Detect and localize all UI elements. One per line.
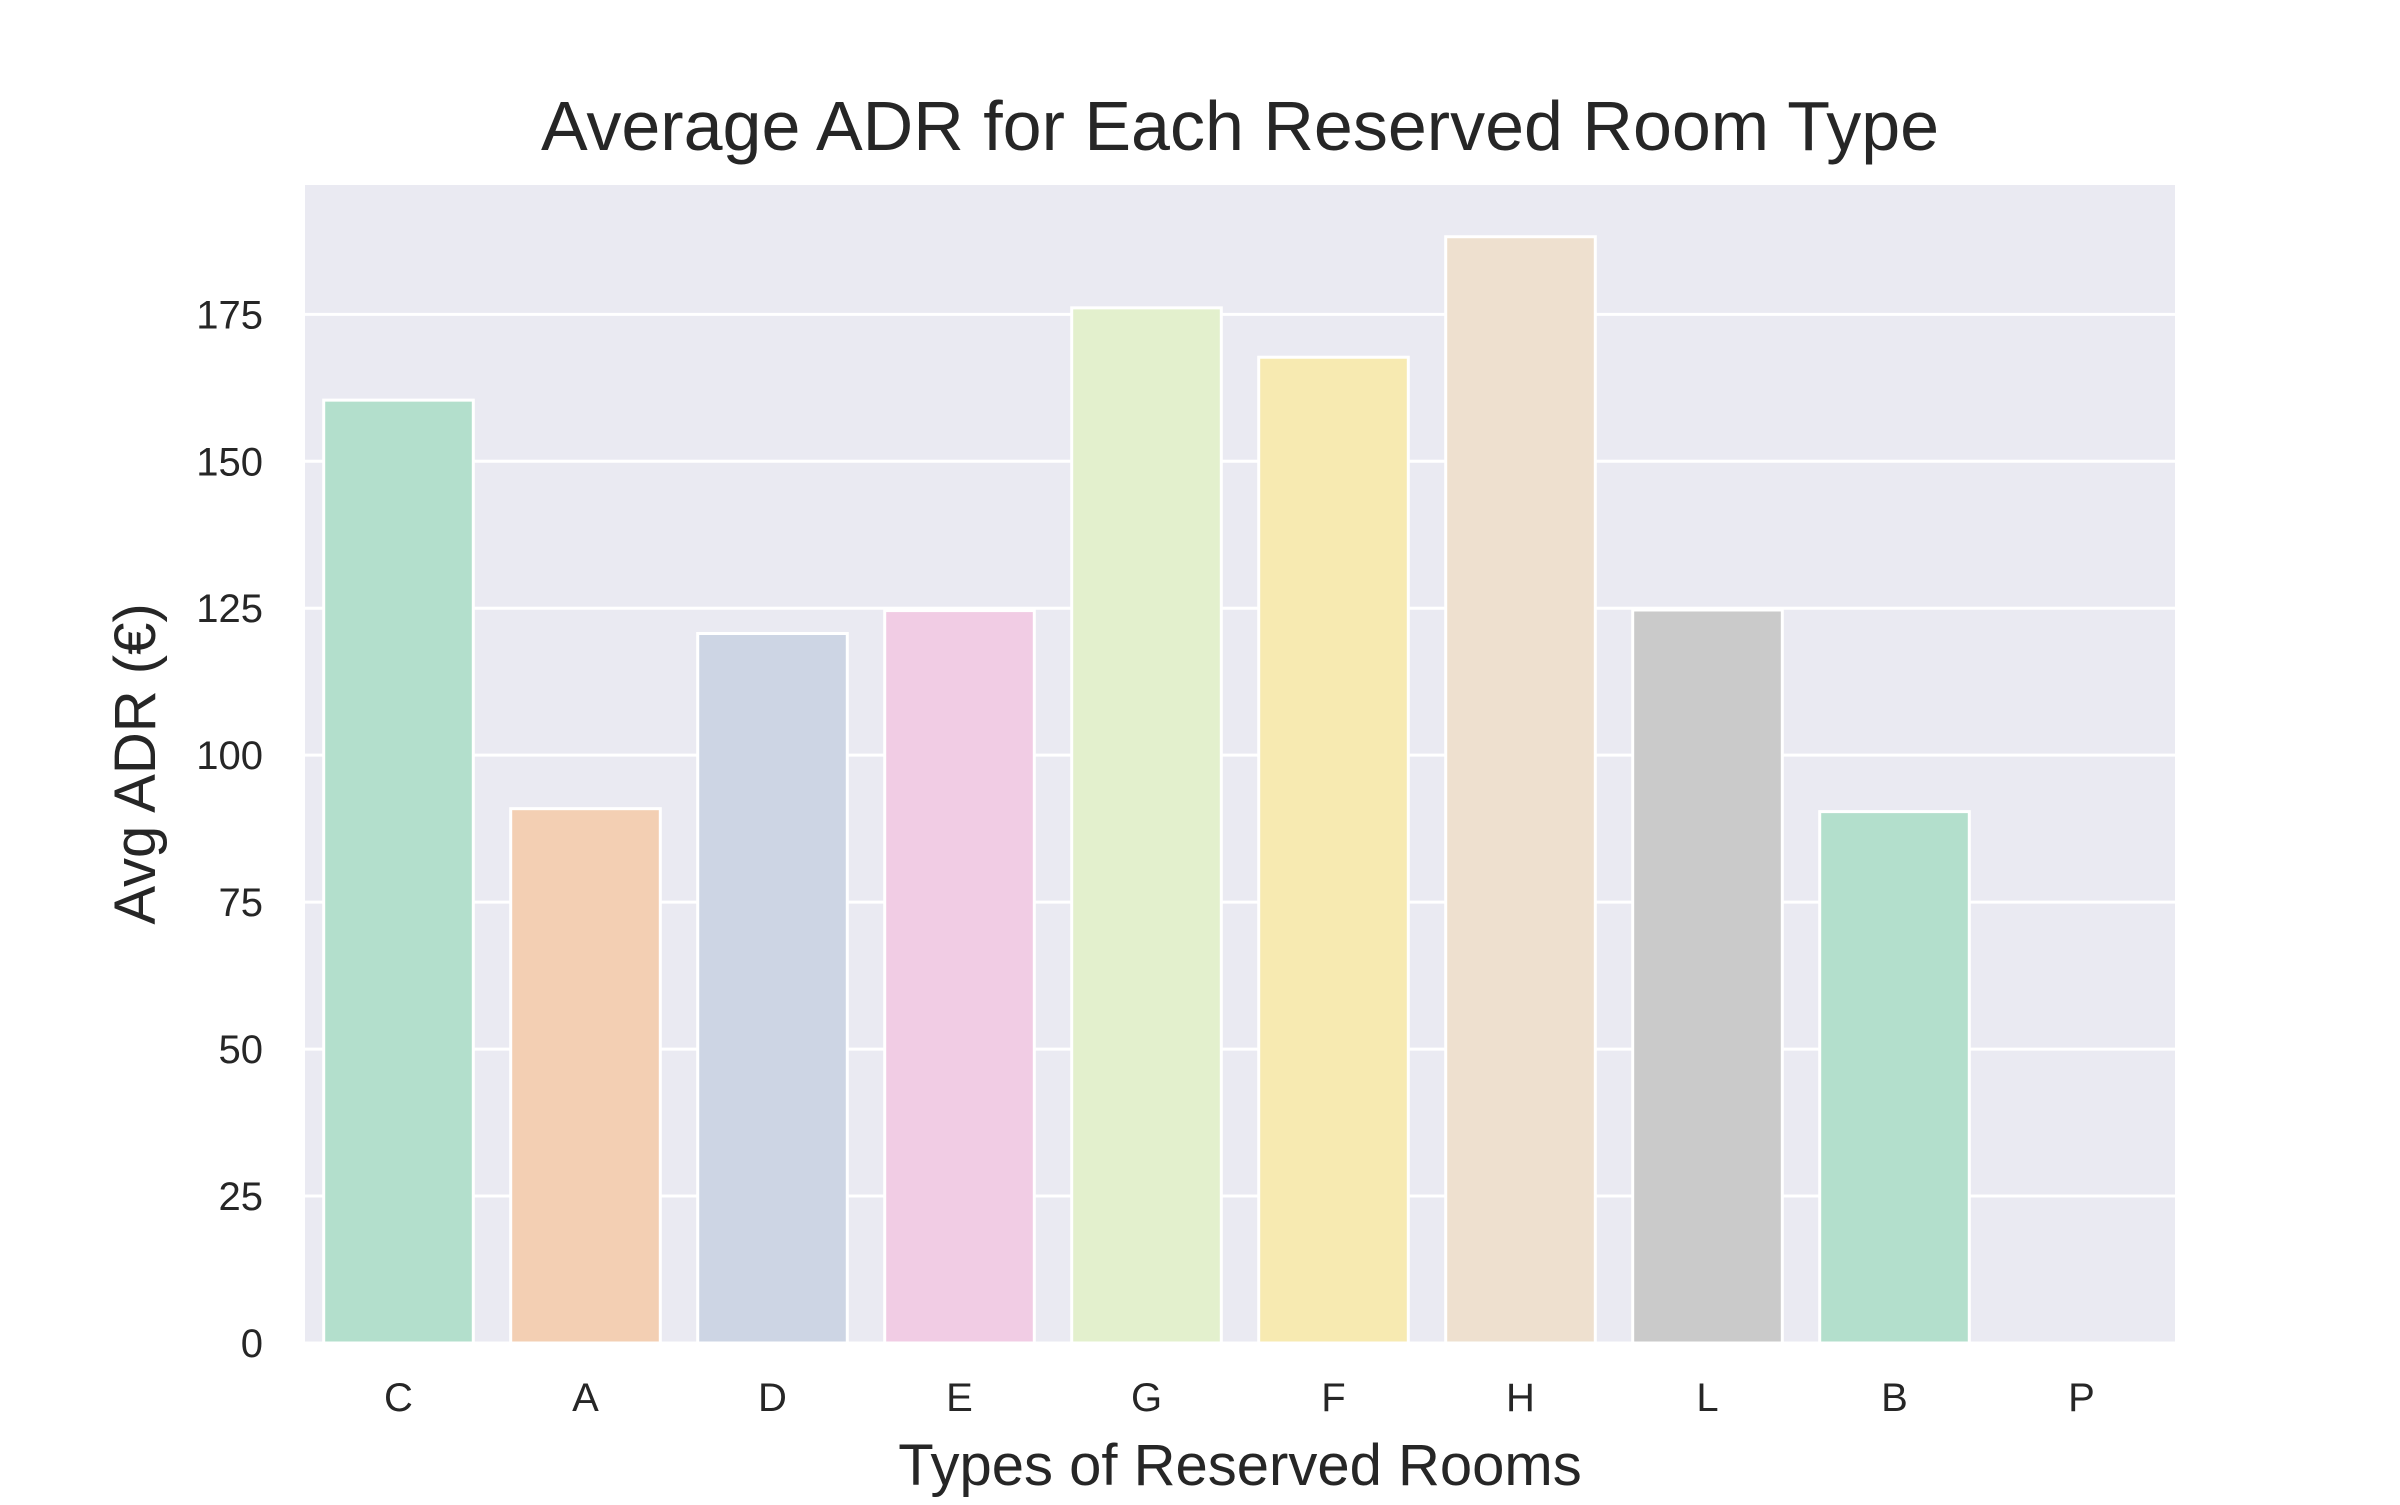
x-tick-label: F bbox=[1321, 1376, 1345, 1420]
x-tick-label: L bbox=[1696, 1376, 1718, 1420]
y-tick-label: 100 bbox=[196, 734, 263, 778]
y-tick-label: 50 bbox=[219, 1028, 264, 1072]
y-axis-label: Avg ADR (€) bbox=[103, 603, 168, 924]
bar-E bbox=[883, 609, 1036, 1345]
chart-title: Average ADR for Each Reserved Room Type bbox=[541, 87, 1939, 165]
bar-F bbox=[1257, 355, 1410, 1345]
y-tick-label: 175 bbox=[196, 293, 263, 337]
x-tick-label: E bbox=[946, 1376, 973, 1420]
bar-C bbox=[322, 398, 475, 1345]
y-tick-label: 75 bbox=[219, 881, 264, 925]
y-tick-label: 150 bbox=[196, 440, 263, 484]
x-tick-label: H bbox=[1506, 1376, 1535, 1420]
x-tick-label: B bbox=[1881, 1376, 1908, 1420]
x-tick-label: P bbox=[2068, 1376, 2095, 1420]
y-tick-label: 0 bbox=[241, 1322, 263, 1366]
x-axis-label: Types of Reserved Rooms bbox=[898, 1433, 1581, 1498]
bars bbox=[322, 235, 1971, 1345]
y-tick-label: 25 bbox=[219, 1175, 264, 1219]
bar-L bbox=[1631, 608, 1784, 1345]
x-tick-label: C bbox=[384, 1376, 413, 1420]
bar-H bbox=[1444, 235, 1597, 1345]
x-tick-label: G bbox=[1131, 1376, 1162, 1420]
bar-G bbox=[1070, 306, 1223, 1345]
y-tick-labels: 0 25 50 75 100 125 150 175 bbox=[196, 293, 263, 1366]
y-tick-label: 125 bbox=[196, 587, 263, 631]
x-tick-label: D bbox=[758, 1376, 787, 1420]
bar-D bbox=[696, 632, 849, 1345]
x-tick-label: A bbox=[572, 1376, 599, 1420]
bar-A bbox=[509, 807, 662, 1345]
bar-B bbox=[1818, 810, 1971, 1345]
